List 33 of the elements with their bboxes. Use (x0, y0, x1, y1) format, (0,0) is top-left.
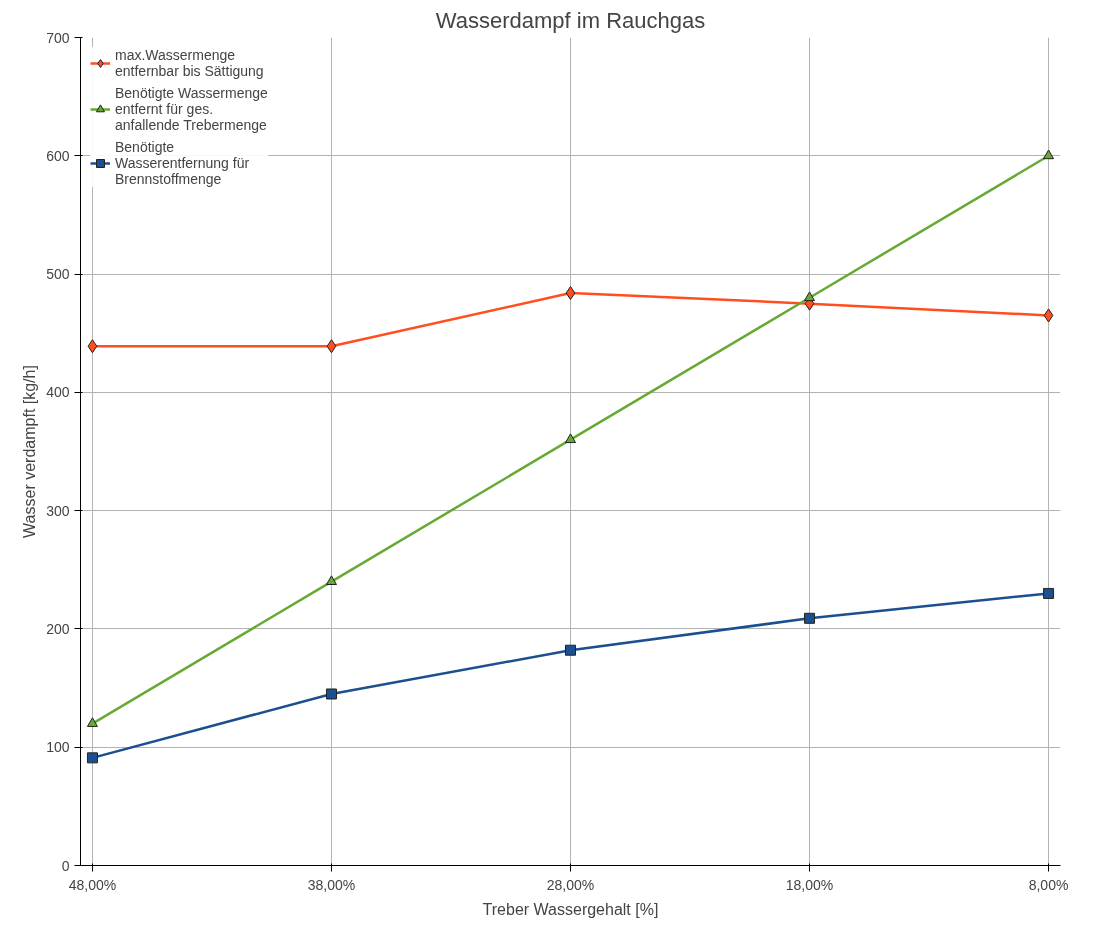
point (326, 339, 337, 354)
y-tick-label: 700 (46, 29, 70, 46)
point (325, 575, 337, 585)
point (565, 644, 576, 656)
y-tick-label: 100 (46, 739, 70, 756)
chart-title: Wasserdampf im Rauchgas (435, 7, 706, 33)
point (1043, 587, 1055, 599)
point (565, 433, 576, 444)
y-tick-label: 0 (61, 857, 70, 874)
point (86, 752, 98, 764)
x-tick-label: 48,00% (68, 876, 117, 893)
legend-label: Benötigte Wasserentfernung für Brennstoffmenge (115, 139, 250, 187)
x-tick-label: 28,00% (546, 876, 595, 893)
x-tick-label: 38,00% (307, 876, 356, 893)
y-tick-label: 600 (46, 147, 70, 164)
point (87, 339, 98, 354)
x-tick-label: 18,00% (785, 876, 834, 893)
point (86, 717, 98, 727)
point (565, 286, 576, 300)
point (325, 688, 337, 700)
y-tick-label: 400 (46, 384, 70, 401)
y-axis-title: Wasser verdampft [kg/h] (21, 365, 39, 538)
legend-label: Benötigte Wassermenge entfernt für ges. anfallende Trebermenge (115, 85, 268, 133)
x-axis-title: Treber Wassergehalt [%] (482, 900, 659, 918)
y-tick-label: 300 (46, 502, 70, 519)
y-tick-label: 200 (46, 620, 70, 637)
point (804, 291, 816, 302)
point (1043, 149, 1055, 160)
point (1043, 308, 1054, 323)
legend-label: max.Wassermenge entfernbar bis Sättigung (115, 47, 264, 79)
point (804, 612, 816, 624)
x-tick-label: 8,00% (1028, 876, 1069, 893)
y-tick-label: 500 (46, 266, 70, 283)
